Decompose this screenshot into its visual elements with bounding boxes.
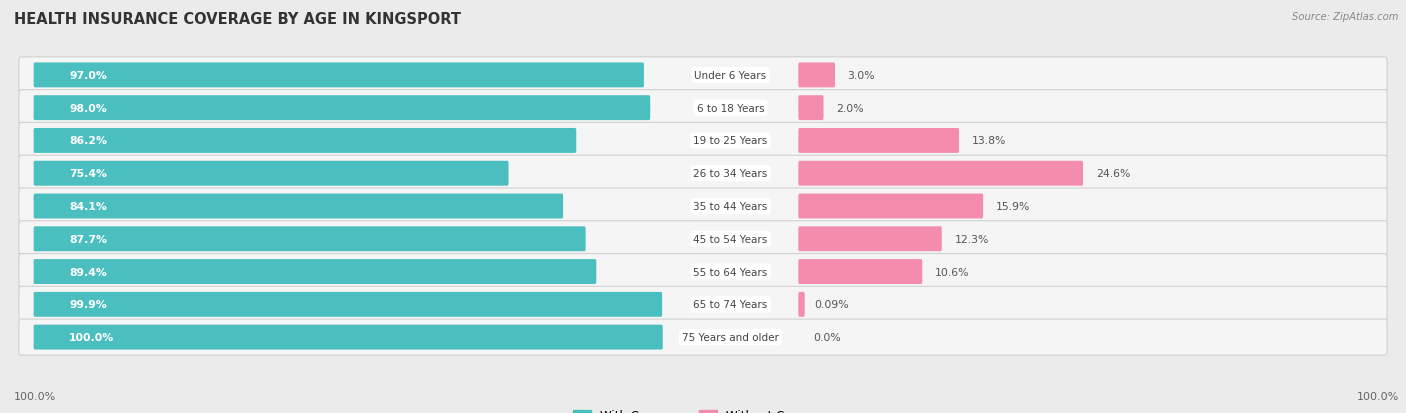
FancyBboxPatch shape bbox=[18, 58, 1388, 94]
FancyBboxPatch shape bbox=[799, 161, 1083, 186]
Text: 100.0%: 100.0% bbox=[69, 332, 114, 342]
FancyBboxPatch shape bbox=[799, 194, 983, 219]
FancyBboxPatch shape bbox=[18, 123, 1388, 159]
Text: 2.0%: 2.0% bbox=[837, 103, 863, 114]
FancyBboxPatch shape bbox=[34, 325, 662, 350]
Text: Source: ZipAtlas.com: Source: ZipAtlas.com bbox=[1292, 12, 1399, 22]
FancyBboxPatch shape bbox=[799, 259, 922, 284]
Text: 13.8%: 13.8% bbox=[972, 136, 1007, 146]
FancyBboxPatch shape bbox=[799, 227, 942, 252]
FancyBboxPatch shape bbox=[34, 96, 650, 121]
FancyBboxPatch shape bbox=[34, 194, 562, 219]
FancyBboxPatch shape bbox=[34, 227, 586, 252]
Text: 19 to 25 Years: 19 to 25 Years bbox=[693, 136, 768, 146]
Text: 87.7%: 87.7% bbox=[69, 234, 107, 244]
Text: 98.0%: 98.0% bbox=[69, 103, 107, 114]
Text: 10.6%: 10.6% bbox=[935, 267, 970, 277]
Text: 0.09%: 0.09% bbox=[814, 299, 849, 310]
FancyBboxPatch shape bbox=[18, 254, 1388, 290]
Text: 75 Years and older: 75 Years and older bbox=[682, 332, 779, 342]
Text: Under 6 Years: Under 6 Years bbox=[695, 71, 766, 81]
Text: 84.1%: 84.1% bbox=[69, 202, 107, 211]
FancyBboxPatch shape bbox=[18, 90, 1388, 126]
Text: 0.0%: 0.0% bbox=[813, 332, 841, 342]
Text: 45 to 54 Years: 45 to 54 Years bbox=[693, 234, 768, 244]
Text: 97.0%: 97.0% bbox=[69, 71, 107, 81]
Text: 65 to 74 Years: 65 to 74 Years bbox=[693, 299, 768, 310]
Text: 3.0%: 3.0% bbox=[848, 71, 876, 81]
Text: 99.9%: 99.9% bbox=[69, 299, 107, 310]
Text: 26 to 34 Years: 26 to 34 Years bbox=[693, 169, 768, 179]
FancyBboxPatch shape bbox=[799, 129, 959, 154]
FancyBboxPatch shape bbox=[799, 96, 824, 121]
Legend: With Coverage, Without Coverage: With Coverage, Without Coverage bbox=[568, 404, 838, 413]
Text: 86.2%: 86.2% bbox=[69, 136, 107, 146]
Text: 100.0%: 100.0% bbox=[1357, 391, 1399, 401]
Text: 15.9%: 15.9% bbox=[995, 202, 1031, 211]
FancyBboxPatch shape bbox=[18, 287, 1388, 323]
FancyBboxPatch shape bbox=[34, 292, 662, 317]
Text: 55 to 64 Years: 55 to 64 Years bbox=[693, 267, 768, 277]
FancyBboxPatch shape bbox=[34, 63, 644, 88]
FancyBboxPatch shape bbox=[799, 63, 835, 88]
Text: 12.3%: 12.3% bbox=[955, 234, 988, 244]
Text: 89.4%: 89.4% bbox=[69, 267, 107, 277]
Text: 75.4%: 75.4% bbox=[69, 169, 107, 179]
Text: HEALTH INSURANCE COVERAGE BY AGE IN KINGSPORT: HEALTH INSURANCE COVERAGE BY AGE IN KING… bbox=[14, 12, 461, 27]
FancyBboxPatch shape bbox=[18, 319, 1388, 355]
FancyBboxPatch shape bbox=[34, 259, 596, 284]
Text: 6 to 18 Years: 6 to 18 Years bbox=[697, 103, 765, 114]
Text: 35 to 44 Years: 35 to 44 Years bbox=[693, 202, 768, 211]
FancyBboxPatch shape bbox=[18, 221, 1388, 257]
FancyBboxPatch shape bbox=[18, 156, 1388, 192]
FancyBboxPatch shape bbox=[18, 188, 1388, 225]
FancyBboxPatch shape bbox=[799, 292, 804, 317]
Text: 24.6%: 24.6% bbox=[1095, 169, 1130, 179]
Text: 100.0%: 100.0% bbox=[14, 391, 56, 401]
FancyBboxPatch shape bbox=[34, 129, 576, 154]
FancyBboxPatch shape bbox=[34, 161, 509, 186]
